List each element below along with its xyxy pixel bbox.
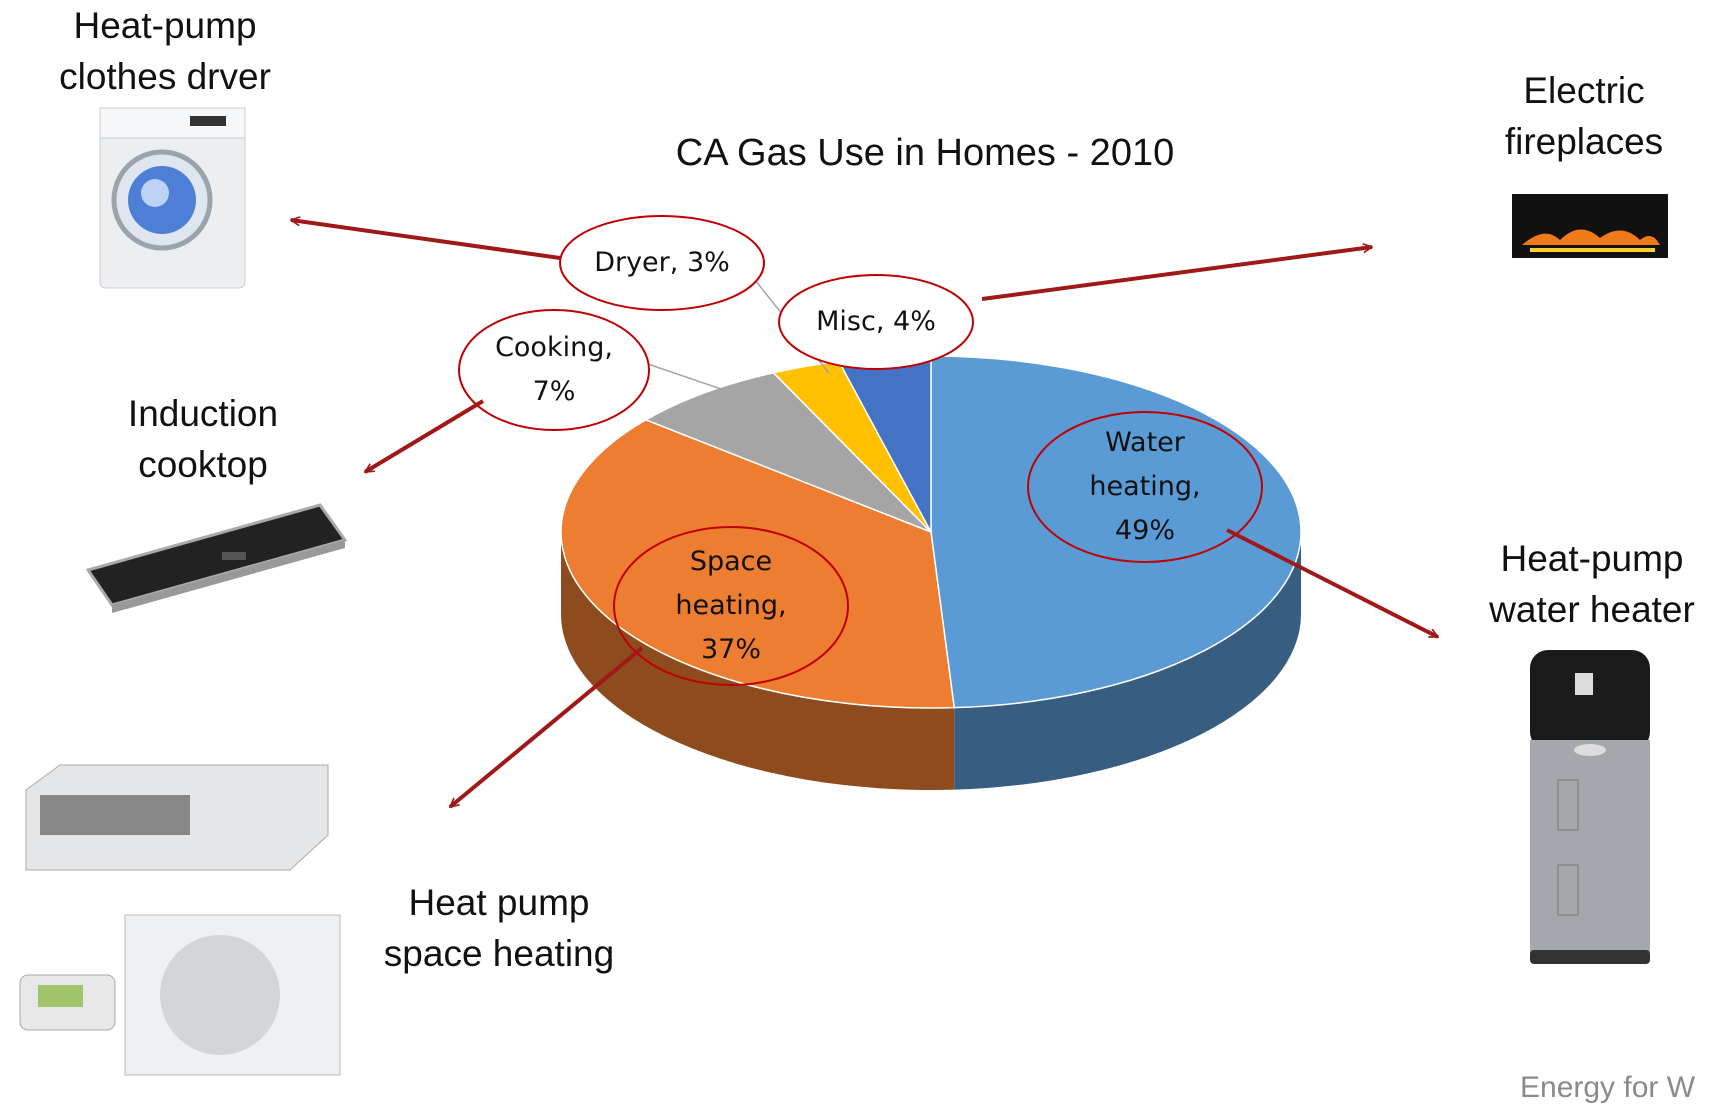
data-label: Dryer, 3% [562, 241, 762, 285]
pie-slice [644, 371, 932, 533]
annotation-line: fireplaces [1504, 121, 1664, 162]
category-label: Misc, [816, 306, 885, 337]
annotation: Energy for W [1520, 1062, 1695, 1113]
value-label: 3% [686, 247, 730, 278]
data-label: Cooking, 7% [492, 326, 617, 414]
annotation-line: Energy for W [1520, 1071, 1696, 1104]
pie [560, 355, 1302, 790]
annotation: Induction cooktop [128, 388, 278, 490]
annotation-line: Heat pump [408, 882, 590, 923]
annotation: Heat pump space heating [384, 877, 614, 979]
annotation-line: Electric [1523, 70, 1645, 111]
pie-side [561, 532, 955, 790]
page: CA Gas Use in Homes - 2010 Water heating… [19, 0, 1696, 1104]
label-circle [1027, 411, 1263, 563]
annotation-line: Heat-pump [73, 5, 257, 46]
arrow [981, 247, 1372, 301]
category-label: Cooking, [495, 332, 613, 363]
annotation-line: Heat-pump [1500, 538, 1684, 579]
annotation-line: cooktop [138, 444, 268, 485]
cooktop-picture [85, 503, 348, 613]
category-label: Space heating, [675, 546, 787, 621]
pie-slice [560, 418, 956, 709]
label-circle [559, 215, 765, 311]
chart-title: CA Gas Use in Homes - 2010 [675, 132, 1175, 174]
label-circles [458, 215, 1263, 686]
label-circle [613, 526, 849, 686]
pie-side [954, 532, 1301, 790]
water-heater-picture [1530, 650, 1650, 964]
arrows [291, 220, 1438, 809]
annotation: Heat-pump clothes drver [59, 0, 271, 102]
dryer-picture [99, 107, 246, 289]
value-label: 7% [532, 376, 576, 407]
heat-pump-picture [19, 764, 341, 1076]
label-circle [458, 309, 650, 431]
arrow [291, 220, 561, 260]
arrow [365, 399, 485, 474]
data-label: Space heating, 37% [661, 540, 801, 672]
annotation: Heat-pump water heater [1489, 533, 1695, 635]
arrow [450, 646, 644, 809]
annotation-line: Induction [127, 393, 279, 434]
annotation-line: space heating [383, 933, 615, 974]
data-label: Water heating, 49% [1075, 421, 1215, 553]
pie-slice [930, 355, 1302, 709]
annotation-line: clothes drver [59, 56, 271, 97]
leader-line [641, 361, 725, 391]
data-label: Misc, 4% [776, 300, 976, 344]
fireplace-picture [1512, 194, 1668, 258]
value-label: 4% [893, 306, 936, 337]
annotation: Electric fireplaces [1505, 65, 1663, 167]
value-label: 37% [700, 634, 761, 665]
chart [19, 107, 1668, 1076]
label-circle [778, 274, 974, 370]
value-label: 49% [1114, 515, 1175, 546]
arrow [1226, 528, 1438, 639]
annotation-line: water heater [1489, 589, 1695, 630]
category-label: Water heating, [1089, 427, 1201, 502]
category-label: Dryer, [594, 247, 679, 278]
